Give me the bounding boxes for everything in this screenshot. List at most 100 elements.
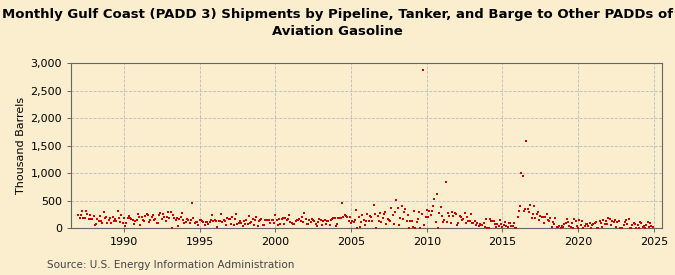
Point [309,219,320,224]
Point [188,216,198,221]
Point [144,219,155,224]
Point [170,217,181,222]
Point [441,220,452,224]
Point [576,218,587,223]
Point [138,218,148,222]
Point [205,219,215,224]
Point [591,220,601,224]
Point [237,224,248,228]
Point [130,219,140,223]
Point [473,224,484,228]
Point [192,220,202,224]
Point [92,217,103,222]
Point [302,222,313,227]
Point [248,223,259,227]
Point [376,219,387,224]
Point [483,226,494,230]
Point [275,222,286,226]
Point [437,214,448,219]
Point [215,219,225,223]
Point [475,222,485,226]
Point [164,216,175,221]
Point [579,224,590,229]
Point [154,213,165,218]
Point [645,221,655,225]
Point [553,225,564,229]
Point [357,213,368,218]
Point [113,216,124,221]
Point [351,208,362,212]
Point [178,218,188,222]
Point [347,219,358,223]
Point [111,218,122,223]
Point [605,223,616,227]
Point [122,215,133,220]
Point [352,226,362,230]
Point [343,219,354,224]
Point [196,219,207,223]
Point [568,226,578,230]
Point [180,220,191,225]
Point [405,219,416,224]
Point [387,213,398,217]
Point [448,214,459,219]
Point [109,218,119,223]
Point [209,218,220,222]
Point [582,222,593,226]
Point [148,212,159,217]
Point [266,218,277,222]
Point [254,218,265,222]
Point [616,226,626,230]
Point [198,220,209,224]
Point [318,218,329,223]
Point [230,217,240,222]
Point [443,211,454,215]
Point [132,212,143,216]
Point [476,223,487,227]
Point [573,226,584,230]
Point [618,223,629,227]
Point [631,226,642,230]
Point [543,218,554,222]
Point [241,218,252,222]
Point [312,224,323,228]
Point [632,222,643,227]
Point [369,203,379,208]
Point [485,217,495,222]
Point [337,201,348,205]
Point [534,218,545,222]
Point [508,221,519,225]
Point [396,204,407,208]
Point [310,221,321,226]
Point [539,221,549,225]
Point [146,215,157,219]
Point [281,218,292,222]
Point [411,220,422,225]
Point [356,220,367,224]
Point [589,221,600,225]
Point [157,212,168,217]
Point [595,221,606,226]
Point [80,216,90,220]
Point [363,219,374,224]
Point [525,203,536,208]
Point [283,216,294,221]
Point [556,224,567,228]
Point [540,215,551,219]
Point [353,215,364,219]
Point [124,213,134,218]
Point [433,226,443,230]
Point [235,219,246,223]
Point [194,218,205,222]
Point [83,217,94,221]
Point [259,223,269,227]
Point [305,219,316,224]
Point [456,214,466,219]
Point [492,221,503,226]
Point [487,219,497,224]
Point [115,220,126,225]
Point [486,219,497,223]
Point [636,221,647,226]
Point [392,205,403,210]
Point [597,224,608,229]
